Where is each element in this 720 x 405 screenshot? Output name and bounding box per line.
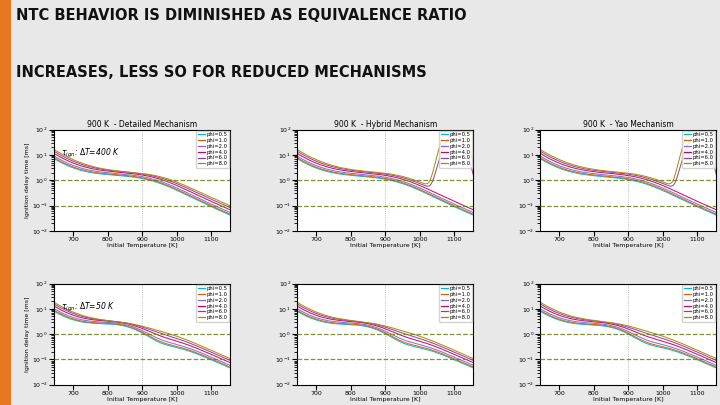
Text: NTC BEHAVIOR IS DIMINISHED AS EQUIVALENCE RATIO: NTC BEHAVIOR IS DIMINISHED AS EQUIVALENC… (16, 8, 467, 23)
Legend: phi=0.5, phi=1.0, phi=2.0, phi=4.0, phi=6.0, phi=8.0: phi=0.5, phi=1.0, phi=2.0, phi=4.0, phi=… (439, 285, 472, 322)
Y-axis label: Ignition delay time [ms]: Ignition delay time [ms] (24, 143, 30, 218)
Text: $\tau_{ign}$: $\Delta$T=400 K: $\tau_{ign}$: $\Delta$T=400 K (61, 147, 120, 160)
Title: 900 K  - Hybrid Mechanism: 900 K - Hybrid Mechanism (333, 120, 437, 129)
X-axis label: Initial Temperature [K]: Initial Temperature [K] (107, 397, 177, 403)
X-axis label: Initial Temperature [K]: Initial Temperature [K] (350, 243, 420, 249)
Legend: phi=0.5, phi=1.0, phi=2.0, phi=4.0, phi=6.0, phi=8.0: phi=0.5, phi=1.0, phi=2.0, phi=4.0, phi=… (683, 285, 716, 322)
Y-axis label: Ignition delay time [ms]: Ignition delay time [ms] (24, 296, 30, 372)
Text: INCREASES, LESS SO FOR REDUCED MECHANISMS: INCREASES, LESS SO FOR REDUCED MECHANISM… (16, 65, 426, 80)
X-axis label: Initial Temperature [K]: Initial Temperature [K] (593, 397, 664, 403)
Title: 900 K  - Detailed Mechanism: 900 K - Detailed Mechanism (87, 120, 197, 129)
Legend: phi=0.5, phi=1.0, phi=2.0, phi=4.0, phi=6.0, phi=8.0: phi=0.5, phi=1.0, phi=2.0, phi=4.0, phi=… (196, 285, 229, 322)
X-axis label: Initial Temperature [K]: Initial Temperature [K] (350, 397, 420, 403)
Legend: phi=0.5, phi=1.0, phi=2.0, phi=4.0, phi=6.0, phi=8.0: phi=0.5, phi=1.0, phi=2.0, phi=4.0, phi=… (683, 131, 716, 168)
X-axis label: Initial Temperature [K]: Initial Temperature [K] (593, 243, 664, 249)
Legend: phi=0.5, phi=1.0, phi=2.0, phi=4.0, phi=6.0, phi=8.0: phi=0.5, phi=1.0, phi=2.0, phi=4.0, phi=… (439, 131, 472, 168)
Title: 900 K  - Yao Mechanism: 900 K - Yao Mechanism (583, 120, 674, 129)
Legend: phi=0.5, phi=1.0, phi=2.0, phi=4.0, phi=6.0, phi=8.0: phi=0.5, phi=1.0, phi=2.0, phi=4.0, phi=… (196, 131, 229, 168)
X-axis label: Initial Temperature [K]: Initial Temperature [K] (107, 243, 177, 249)
Text: $\tau_{ign}$: $\Delta$T=50 K: $\tau_{ign}$: $\Delta$T=50 K (61, 301, 115, 314)
